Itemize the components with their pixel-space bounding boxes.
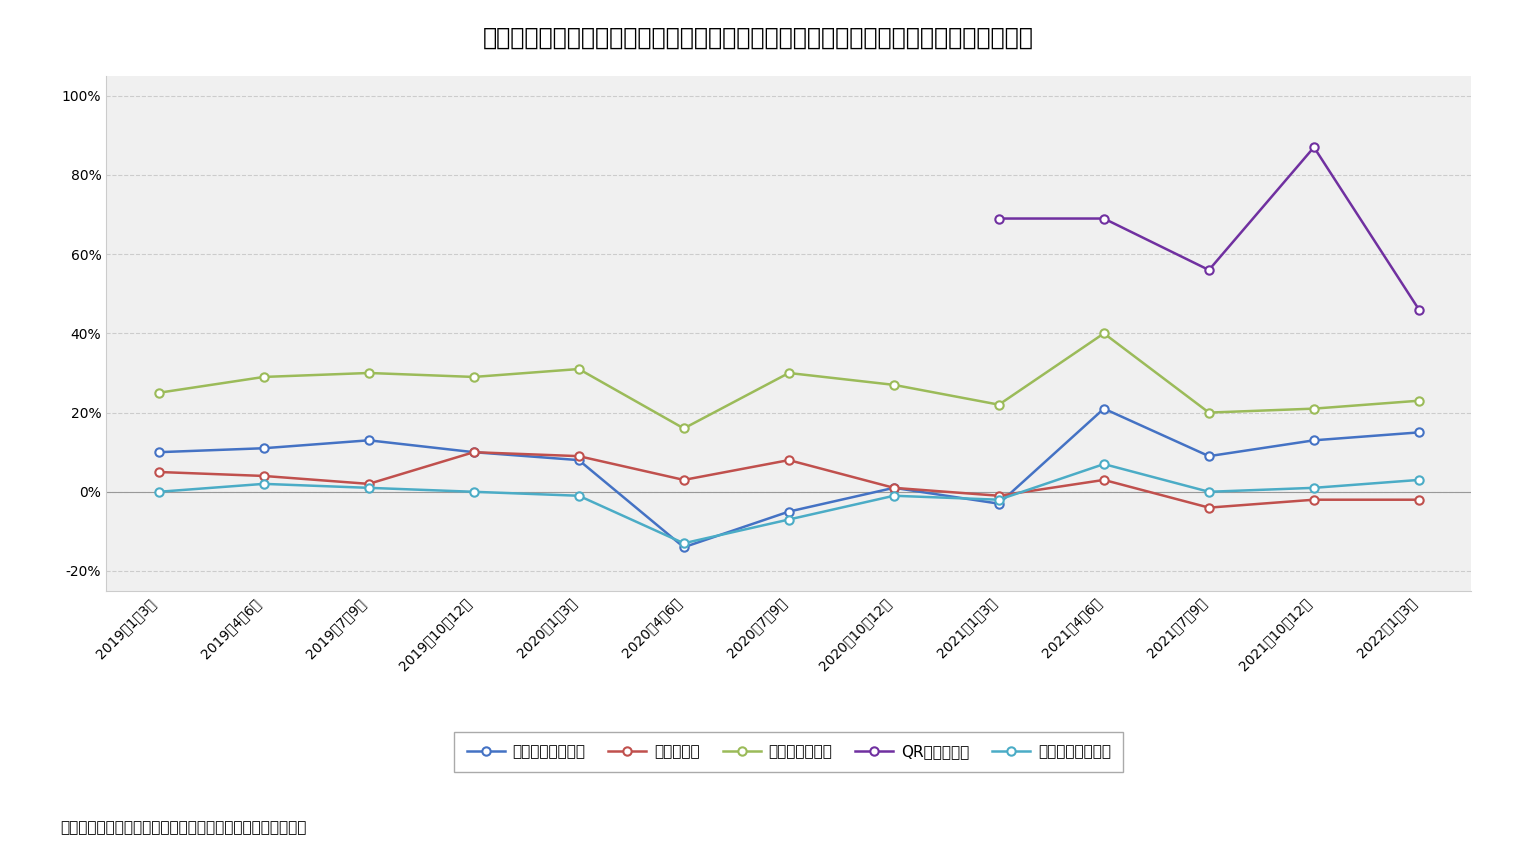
民間最終消費支出: [570, 490, 589, 500]
民間最終消費支出: [1409, 475, 1427, 485]
民間最終消費支出: [150, 487, 168, 497]
電子マネー: [464, 447, 482, 457]
Line: クレジットカード: クレジットカード: [155, 404, 1423, 551]
クレジットカード: [989, 499, 1007, 509]
電子マネー: [1200, 502, 1218, 512]
クレジットカード: [675, 542, 693, 552]
クレジットカード: [1305, 436, 1323, 446]
クレジットカード: [255, 443, 273, 453]
クレジットカード: [464, 447, 482, 457]
QRコード決済: [1409, 305, 1427, 315]
民間最終消費支出: [464, 487, 482, 497]
デビットカード: [464, 372, 482, 382]
デビットカード: [780, 368, 798, 378]
民間最終消費支出: [360, 483, 378, 493]
Text: （資料：内閣府、経済産業省、日本銀行のデータから作成）: （資料：内閣府、経済産業省、日本銀行のデータから作成）: [61, 820, 306, 836]
クレジットカード: [570, 455, 589, 465]
民間最終消費支出: [1095, 459, 1113, 469]
デビットカード: [1409, 396, 1427, 406]
Text: 図表６：各キャッシュレス決済手段と民間最終消費支出の伸び率の推移（前年同期比）: 図表６：各キャッシュレス決済手段と民間最終消費支出の伸び率の推移（前年同期比）: [482, 25, 1035, 49]
民間最終消費支出: [989, 495, 1007, 505]
デビットカード: [570, 364, 589, 374]
QRコード決済: [1095, 214, 1113, 224]
デビットカード: [1305, 403, 1323, 414]
デビットカード: [675, 424, 693, 434]
デビットカード: [360, 368, 378, 378]
電子マネー: [1095, 475, 1113, 485]
QRコード決済: [1200, 265, 1218, 275]
デビットカード: [1095, 328, 1113, 338]
電子マネー: [150, 467, 168, 477]
電子マネー: [989, 490, 1007, 500]
クレジットカード: [360, 436, 378, 446]
Line: デビットカード: デビットカード: [155, 329, 1423, 433]
民間最終消費支出: [884, 490, 903, 500]
民間最終消費支出: [675, 538, 693, 549]
QRコード決済: [989, 214, 1007, 224]
クレジットカード: [884, 483, 903, 493]
民間最終消費支出: [1200, 487, 1218, 497]
クレジットカード: [1200, 451, 1218, 461]
Line: QRコード決済: QRコード決済: [995, 143, 1423, 314]
民間最終消費支出: [780, 515, 798, 525]
デビットカード: [884, 380, 903, 390]
電子マネー: [884, 483, 903, 493]
デビットカード: [255, 372, 273, 382]
クレジットカード: [780, 506, 798, 517]
電子マネー: [780, 455, 798, 465]
電子マネー: [1305, 495, 1323, 505]
Line: 電子マネー: 電子マネー: [155, 448, 1423, 511]
電子マネー: [1409, 495, 1427, 505]
電子マネー: [255, 471, 273, 481]
クレジットカード: [1095, 403, 1113, 414]
デビットカード: [1200, 408, 1218, 418]
電子マネー: [570, 451, 589, 461]
デビットカード: [150, 387, 168, 398]
電子マネー: [675, 475, 693, 485]
電子マネー: [360, 479, 378, 489]
デビットカード: [989, 399, 1007, 409]
QRコード決済: [1305, 142, 1323, 152]
Legend: クレジットカード, 電子マネー, デビットカード, QRコード決済, 民間最終消費支出: クレジットカード, 電子マネー, デビットカード, QRコード決済, 民間最終消…: [454, 733, 1124, 771]
クレジットカード: [150, 447, 168, 457]
Line: 民間最終消費支出: 民間最終消費支出: [155, 460, 1423, 548]
民間最終消費支出: [255, 479, 273, 489]
民間最終消費支出: [1305, 483, 1323, 493]
クレジットカード: [1409, 427, 1427, 437]
